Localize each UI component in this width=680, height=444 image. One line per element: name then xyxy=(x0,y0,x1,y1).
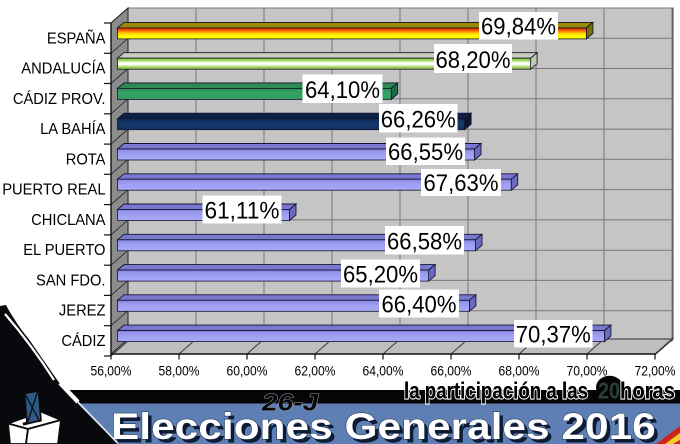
svg-text:JEREZ: JEREZ xyxy=(59,302,106,320)
svg-text:68,20%: 68,20% xyxy=(436,47,511,74)
svg-text:61,11%: 61,11% xyxy=(205,197,280,224)
svg-text:CÁDIZ PROV.: CÁDIZ PROV. xyxy=(13,90,106,108)
svg-text:66,26%: 66,26% xyxy=(381,106,456,133)
svg-text:la participación a las: la participación a las xyxy=(404,377,588,403)
svg-text:70,37%: 70,37% xyxy=(516,321,591,348)
svg-text:ROTA: ROTA xyxy=(66,151,106,169)
svg-text:20: 20 xyxy=(598,377,620,403)
svg-text:56,00%: 56,00% xyxy=(91,363,132,379)
svg-text:ESPAÑA: ESPAÑA xyxy=(47,30,106,48)
svg-text:62,00%: 62,00% xyxy=(295,363,336,379)
svg-text:69,84%: 69,84% xyxy=(481,13,556,40)
svg-text:Elecciones Generales 2016: Elecciones Generales 2016 xyxy=(115,410,660,444)
svg-text:58,00%: 58,00% xyxy=(159,363,200,379)
svg-text:64,10%: 64,10% xyxy=(305,77,380,104)
svg-text:la participación a las: la participación a las xyxy=(404,377,588,403)
svg-text:EL PUERTO: EL PUERTO xyxy=(23,242,105,260)
svg-text:SAN FDO.: SAN FDO. xyxy=(36,272,105,290)
svg-text:Elecciones Generales 2016: Elecciones Generales 2016 xyxy=(111,406,656,444)
svg-text:67,63%: 67,63% xyxy=(424,170,499,197)
svg-text:66,00%: 66,00% xyxy=(431,363,472,379)
svg-text:PUERTO REAL: PUERTO REAL xyxy=(2,181,106,199)
svg-text:ANDALUCÍA: ANDALUCÍA xyxy=(21,60,106,78)
svg-text:horas: horas xyxy=(620,377,675,403)
svg-text:64,00%: 64,00% xyxy=(363,363,404,379)
svg-text:70,00%: 70,00% xyxy=(567,363,608,379)
svg-text:CÁDIZ: CÁDIZ xyxy=(61,332,105,350)
svg-text:26-J: 26-J xyxy=(261,388,319,416)
svg-text:66,58%: 66,58% xyxy=(387,228,462,255)
svg-text:60,00%: 60,00% xyxy=(227,363,268,379)
svg-text:CHICLANA: CHICLANA xyxy=(31,211,106,229)
svg-text:65,20%: 65,20% xyxy=(343,261,418,288)
svg-text:72,00%: 72,00% xyxy=(635,363,676,379)
svg-text:horas: horas xyxy=(620,377,675,403)
svg-text:LA BAHÍA: LA BAHÍA xyxy=(40,121,106,139)
svg-text:68,00%: 68,00% xyxy=(499,363,540,379)
svg-text:66,55%: 66,55% xyxy=(388,139,463,166)
svg-text:66,40%: 66,40% xyxy=(382,291,457,318)
